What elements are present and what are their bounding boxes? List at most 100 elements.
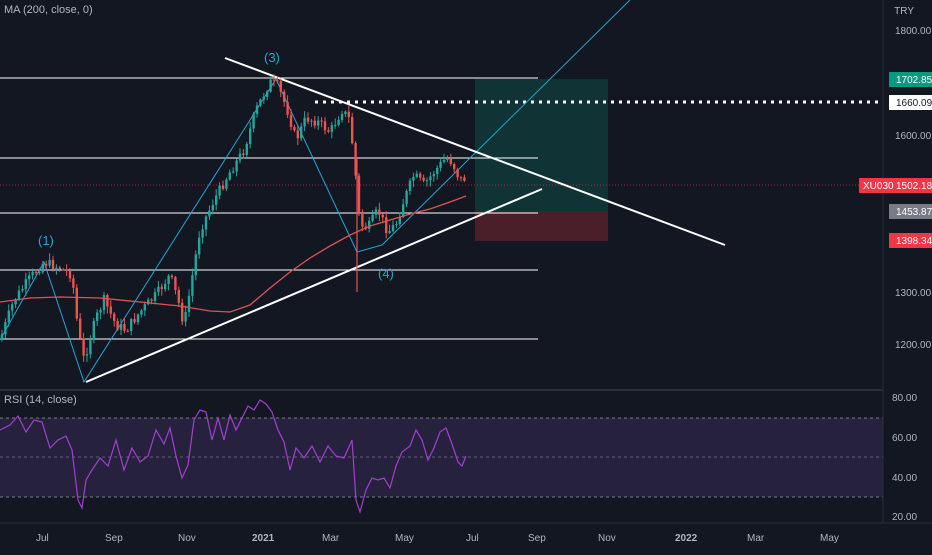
- candle-body: [429, 176, 432, 181]
- candle-body: [157, 286, 160, 293]
- candle-body: [232, 171, 235, 173]
- candle-body: [102, 295, 106, 311]
- candle-body: [82, 338, 85, 356]
- candle-body: [446, 158, 449, 160]
- candle-body: [310, 120, 313, 122]
- candle-body: [45, 263, 48, 266]
- candle-body: [368, 220, 371, 229]
- rsi-tick-80: 80.00: [892, 393, 917, 404]
- lower-trend-line[interactable]: [85, 188, 543, 383]
- candle-body: [422, 177, 425, 181]
- wave-label-3: (3): [264, 50, 280, 65]
- candle-body: [24, 279, 27, 290]
- candle-body: [21, 289, 24, 291]
- candle-body: [259, 99, 262, 106]
- svg-text:1398.34: 1398.34: [896, 236, 932, 247]
- candle-body: [293, 126, 296, 131]
- candle-body: [412, 176, 415, 181]
- upper-trend-line[interactable]: [224, 57, 726, 246]
- time-label: Nov: [598, 533, 616, 544]
- candle-body: [459, 177, 463, 179]
- candle-body: [351, 116, 354, 144]
- candle-body: [276, 80, 279, 82]
- price-badge-1702: 1702.85: [889, 72, 932, 87]
- candle-body: [201, 229, 204, 238]
- wave-label-4: (4): [378, 266, 394, 281]
- candle-body: [300, 126, 303, 139]
- candle-body: [147, 299, 150, 305]
- candle-body: [279, 80, 282, 92]
- time-label: Mar: [322, 533, 340, 544]
- candle-body: [99, 310, 102, 313]
- candle-body: [317, 120, 320, 126]
- candle-body: [225, 179, 228, 189]
- candle-body: [89, 340, 92, 355]
- candle-body: [374, 209, 378, 215]
- candle-body: [11, 304, 14, 311]
- candle-body: [123, 324, 126, 331]
- candle-body: [187, 295, 191, 312]
- ma-indicator-legend[interactable]: MA (200, close, 0): [4, 4, 93, 16]
- candle-body: [177, 289, 180, 303]
- candle-body: [327, 130, 330, 132]
- candle-body: [283, 91, 286, 103]
- long-position-profit-zone[interactable]: [475, 79, 608, 211]
- candle-body: [453, 164, 456, 170]
- candle-body: [174, 277, 177, 290]
- svg-text:1453.87: 1453.87: [896, 207, 932, 218]
- candle-body: [398, 217, 401, 225]
- rsi-pane[interactable]: 80.00 60.00 40.00 20.00: [0, 393, 917, 523]
- candle-body: [334, 125, 337, 127]
- candle-body: [381, 214, 384, 218]
- candle-body: [79, 318, 82, 339]
- candle-body: [245, 143, 248, 156]
- candle-body: [92, 320, 95, 341]
- candle-body: [449, 158, 452, 165]
- candle-body: [385, 217, 388, 233]
- candle-body: [0, 334, 4, 340]
- wave-label-1: (1): [38, 233, 54, 248]
- price-tick: 1800.00: [895, 26, 932, 37]
- rsi-indicator-legend[interactable]: RSI (14, close): [4, 394, 77, 406]
- candle-body: [116, 320, 119, 330]
- candle-body: [75, 287, 78, 319]
- candle-body: [221, 185, 225, 189]
- time-label: Mar: [747, 533, 765, 544]
- candle-body: [425, 180, 429, 182]
- candle-body: [415, 173, 418, 177]
- currency-label: TRY: [894, 6, 914, 17]
- candle-body: [38, 272, 41, 274]
- candle-body: [272, 79, 276, 81]
- candle-body: [405, 190, 408, 205]
- candle-body: [456, 169, 459, 178]
- candle-body: [17, 290, 21, 300]
- time-label: Sep: [105, 533, 123, 544]
- svg-text:XU030: XU030: [863, 181, 894, 192]
- candle-body: [181, 302, 184, 322]
- candle-body: [330, 125, 333, 132]
- candle-body: [198, 237, 201, 255]
- main-pane[interactable]: (1) (3) (4) 1800.00 1600.00 1300.00 1200…: [0, 0, 932, 384]
- candle-body: [150, 299, 153, 301]
- candle-body: [313, 120, 316, 126]
- candle-body: [340, 113, 344, 120]
- candle-body: [388, 231, 391, 233]
- candle-body: [113, 313, 116, 321]
- candle-body: [140, 310, 143, 315]
- ma-200-line: [0, 195, 467, 313]
- candle-body: [337, 119, 340, 126]
- candle-body: [126, 330, 129, 332]
- rsi-tick-60: 60.00: [892, 433, 917, 444]
- candle-body: [266, 91, 269, 97]
- candle-body: [72, 278, 75, 288]
- elliott-wave-path[interactable]: [0, 77, 383, 384]
- candle-body: [65, 269, 68, 271]
- candle-body: [133, 319, 136, 323]
- candle-body: [252, 113, 255, 129]
- candle-body: [160, 286, 163, 290]
- fib-extension-line[interactable]: [381, 0, 631, 246]
- time-axis[interactable]: Jul Sep Nov 2021 Mar May Jul Sep Nov 202…: [36, 533, 839, 544]
- long-position-loss-zone[interactable]: [475, 211, 608, 241]
